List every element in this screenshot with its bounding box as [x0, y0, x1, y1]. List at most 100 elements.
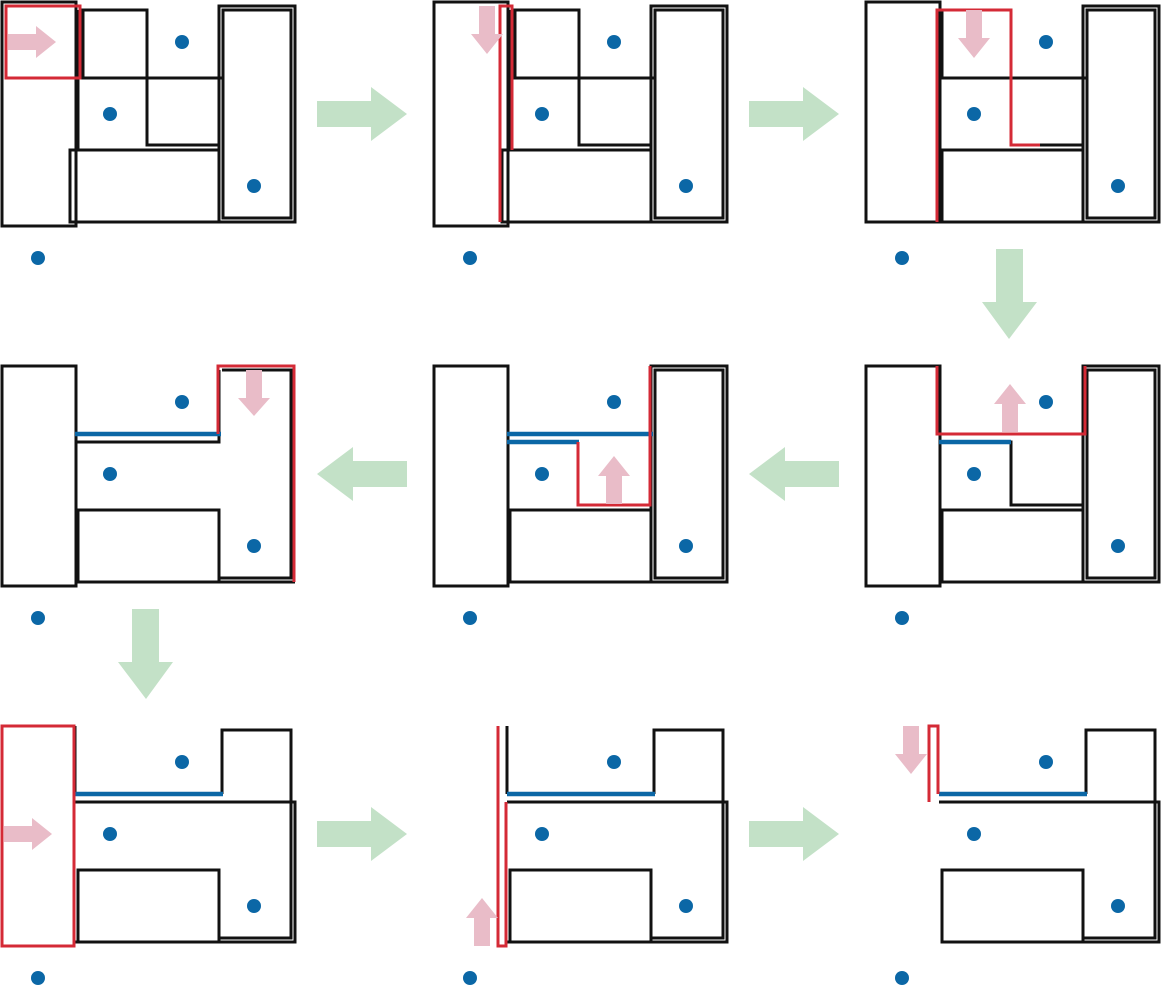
flow-arrow-right-icon — [749, 807, 839, 861]
right-box — [1081, 802, 1157, 940]
right-inner-box — [653, 368, 725, 580]
left-block — [432, 0, 510, 228]
bottom-box — [500, 148, 653, 224]
left-block — [864, 0, 942, 224]
left-block — [0, 0, 78, 228]
pink-arrow-icon — [598, 456, 630, 504]
bottom-box — [508, 868, 653, 944]
panel-step-7 — [0, 724, 297, 985]
blue-dot-icon — [607, 395, 621, 409]
right-inner-box — [1085, 8, 1157, 220]
blue-dot-icon — [175, 395, 189, 409]
step-line — [577, 10, 654, 80]
right-tall-box — [1081, 4, 1161, 224]
middle-box — [75, 800, 297, 944]
bottom-box — [76, 868, 221, 944]
blue-dot-icon — [679, 539, 693, 553]
blue-dot-icon — [895, 611, 909, 625]
bottom-box — [76, 508, 221, 584]
top-box — [513, 8, 581, 80]
blue-dot-icon — [31, 971, 45, 985]
blue-dot-icon — [967, 107, 981, 121]
right-box — [217, 368, 293, 580]
bottom-box — [940, 508, 1085, 584]
blue-dot-icon — [463, 971, 477, 985]
blue-dot-icon — [967, 467, 981, 481]
upper-box — [940, 440, 1083, 507]
blue-dot-icon — [103, 107, 117, 121]
pink-arrow-icon — [958, 10, 990, 58]
pink-arrow-icon — [895, 726, 927, 774]
highlighted-region — [927, 724, 940, 802]
blue-dot-icon — [535, 467, 549, 481]
blue-dot-icon — [1039, 35, 1053, 49]
upper-box — [145, 76, 221, 147]
middle-box — [75, 370, 221, 444]
middle-box — [939, 800, 1161, 944]
highlighted-region — [498, 4, 514, 222]
blue-dot-icon — [1111, 899, 1125, 913]
top-box — [81, 8, 149, 80]
left-block — [0, 364, 78, 588]
pink-arrow-icon — [4, 818, 52, 850]
blue-dot-icon — [607, 35, 621, 49]
blue-dot-icon — [175, 755, 189, 769]
panel-step-9 — [895, 724, 1161, 985]
blue-dot-icon — [535, 107, 549, 121]
top-right-box — [652, 728, 725, 802]
bottom-box — [508, 508, 653, 584]
blue-dot-icon — [1111, 179, 1125, 193]
bottom-box — [940, 868, 1085, 944]
bottom-box — [940, 148, 1085, 224]
blue-dot-icon — [103, 827, 117, 841]
flow-arrow-left-icon — [317, 447, 407, 501]
right-inner-box — [221, 8, 293, 220]
top-right-box — [220, 728, 293, 802]
right-tall-box — [649, 4, 729, 224]
left-block — [432, 364, 510, 588]
panel-step-5 — [432, 364, 729, 625]
panel-step-8 — [463, 726, 729, 985]
middle-box — [507, 800, 729, 944]
blue-dot-icon — [895, 971, 909, 985]
flow-arrow-left-icon — [749, 447, 839, 501]
highlighted-region — [935, 366, 1087, 436]
right-inner-box — [1085, 368, 1157, 580]
upper-box — [577, 76, 653, 147]
panel-step-6 — [0, 364, 296, 625]
blue-dot-icon — [607, 755, 621, 769]
panel-step-2 — [432, 0, 729, 265]
blue-dot-icon — [175, 35, 189, 49]
flow-arrow-right-icon — [749, 87, 839, 141]
blue-dot-icon — [247, 179, 261, 193]
right-box — [649, 802, 725, 940]
pink-arrow-icon — [8, 26, 56, 58]
blue-dot-icon — [679, 179, 693, 193]
flow-arrow-right-icon — [317, 807, 407, 861]
blue-dot-icon — [103, 467, 117, 481]
flow-arrow-right-icon — [317, 87, 407, 141]
panel-step-1 — [0, 0, 297, 265]
highlighted-region — [216, 364, 296, 582]
highlighted-region — [935, 8, 1040, 222]
blue-dot-icon — [1039, 755, 1053, 769]
highlighted-region — [496, 726, 508, 948]
pink-arrow-icon — [466, 898, 498, 946]
blue-dot-icon — [535, 827, 549, 841]
right-inner-box — [653, 8, 725, 220]
blue-dot-icon — [895, 251, 909, 265]
blue-dot-icon — [247, 539, 261, 553]
blue-dot-icon — [463, 251, 477, 265]
blue-dot-icon — [463, 611, 477, 625]
panel-step-3 — [864, 0, 1161, 265]
left-block — [864, 364, 942, 588]
blue-dot-icon — [31, 251, 45, 265]
highlighted-region — [576, 366, 652, 507]
flow-arrow-down-icon — [118, 609, 173, 699]
right-box — [217, 802, 293, 940]
bottom-box — [68, 148, 221, 224]
pink-arrow-icon — [994, 384, 1026, 432]
flow-arrow-down-icon — [982, 249, 1037, 339]
blue-dot-icon — [679, 899, 693, 913]
